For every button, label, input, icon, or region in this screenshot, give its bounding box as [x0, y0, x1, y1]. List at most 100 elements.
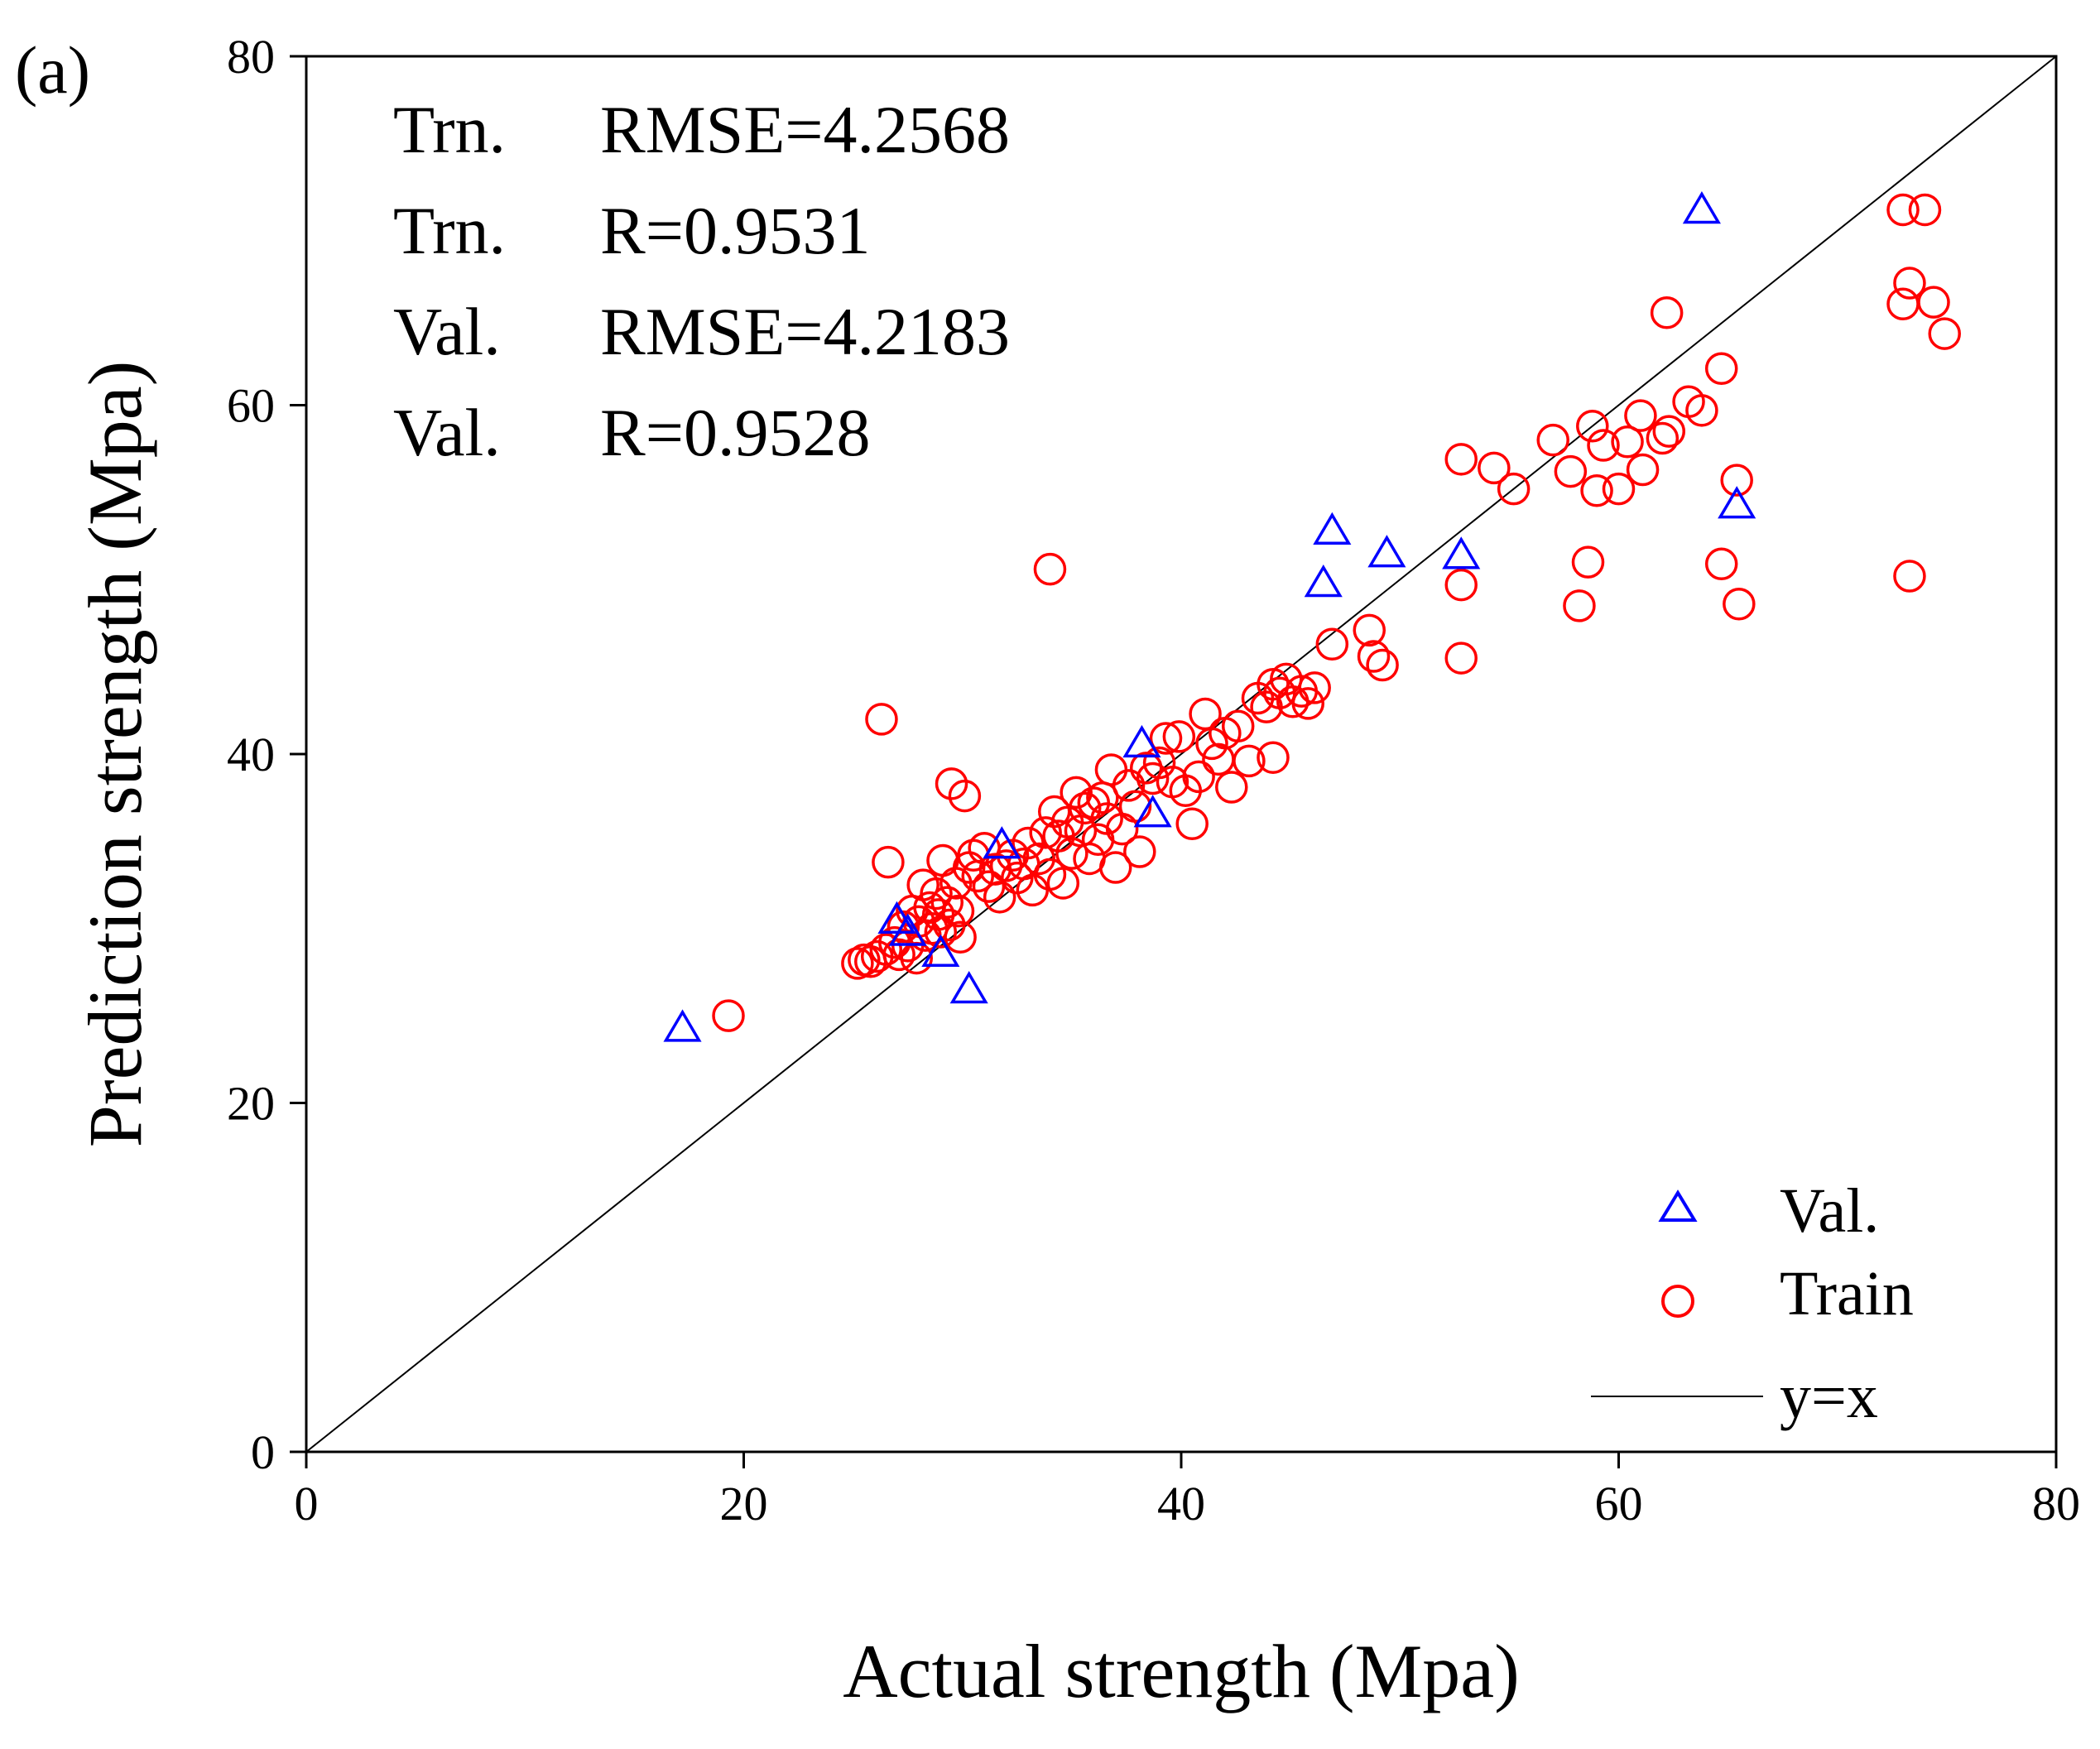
train-point	[1068, 791, 1102, 825]
train-point	[1893, 267, 1926, 300]
train-point	[944, 920, 977, 954]
val-point	[1122, 724, 1161, 758]
train-point	[1136, 762, 1170, 795]
annotation-prefix-3: Val.	[393, 294, 501, 369]
val-point	[1313, 512, 1352, 545]
annotation-prefix-2: Trn.	[393, 193, 506, 268]
train-point	[1118, 790, 1152, 823]
train-point	[930, 886, 964, 919]
train-point	[872, 845, 905, 879]
x-tick-label: 40	[1157, 1477, 1205, 1530]
x-axis-label: Actual strength (Mpa)	[843, 1629, 1520, 1713]
train-point	[1624, 399, 1657, 432]
x-tick-label: 20	[720, 1477, 768, 1530]
train-point	[1602, 472, 1636, 506]
train-point	[1315, 627, 1349, 661]
val-point	[1442, 536, 1481, 569]
train-point	[1189, 697, 1222, 731]
annotation-stat-2: R=0.9531	[600, 193, 870, 268]
annotation-stat-1: RMSE=4.2568	[600, 92, 1010, 167]
train-point	[1233, 744, 1266, 778]
y-axis-label: Prediction strength (Mpa)	[73, 361, 157, 1147]
train-point	[1587, 429, 1620, 462]
train-point	[1928, 317, 1961, 350]
stats-annotation: Trn. RMSE=4.2568 Trn. R=0.9531 Val. RMSE…	[393, 92, 1010, 470]
val-point	[1133, 795, 1172, 828]
train-point	[865, 703, 898, 736]
train-point	[1917, 286, 1950, 319]
train-point	[1055, 837, 1088, 870]
train-point	[1478, 451, 1511, 485]
train-point	[1298, 671, 1331, 704]
train-point	[1685, 394, 1718, 427]
annotation-prefix-4: Val.	[393, 395, 501, 470]
train-point	[1098, 851, 1132, 884]
train-point	[1554, 454, 1588, 488]
train-point	[1571, 545, 1605, 579]
val-point	[983, 826, 1021, 859]
train-point	[1357, 640, 1391, 673]
train-point	[1182, 760, 1215, 794]
y-tick-label: 20	[227, 1077, 275, 1131]
train-point	[1257, 741, 1290, 774]
train-point	[1720, 464, 1753, 497]
val-point	[888, 913, 927, 946]
train-point	[983, 881, 1016, 914]
train-point	[1046, 867, 1080, 900]
annotation-stat-3: RMSE=4.2183	[600, 294, 1010, 369]
train-point	[1646, 421, 1680, 455]
val-point	[949, 971, 988, 1004]
train-point	[1123, 835, 1156, 868]
train-point	[1886, 287, 1920, 321]
y-tick-label: 40	[227, 728, 275, 781]
train-point	[1444, 443, 1478, 476]
train-point	[1611, 425, 1644, 459]
train-point	[1886, 193, 1920, 227]
train-point	[989, 849, 1023, 882]
train-point	[1723, 588, 1756, 621]
x-tick-label: 80	[2032, 1477, 2080, 1530]
val-point	[921, 934, 960, 968]
train-point	[1580, 474, 1613, 507]
train-point	[1149, 722, 1183, 755]
annotation-stat-4: R=0.9528	[600, 395, 870, 470]
train-point	[1444, 568, 1478, 602]
train-point	[1908, 193, 1942, 227]
reference-line-y-equals-x	[305, 55, 2057, 1453]
train-point	[1353, 613, 1386, 647]
panel-label: (a)	[15, 32, 90, 108]
val-point	[1367, 535, 1406, 568]
train-point	[841, 947, 874, 980]
legend: Val. Train y=x	[1591, 1176, 1914, 1431]
train-point	[948, 779, 982, 813]
train-point	[1366, 648, 1399, 682]
train-point	[1033, 552, 1067, 586]
train-point	[1291, 687, 1325, 720]
legend-label-yx: y=x	[1780, 1362, 1878, 1431]
train-point	[1029, 816, 1062, 849]
train-point	[935, 767, 968, 800]
train-point	[712, 999, 745, 1032]
annotation-prefix-1: Trn.	[393, 92, 506, 167]
train-point	[1175, 807, 1209, 841]
legend-triangle-marker	[1658, 1189, 1698, 1222]
x-tick-label: 60	[1595, 1477, 1643, 1530]
y-tick-label: 80	[227, 30, 275, 84]
train-point	[1626, 453, 1660, 487]
train-point	[1094, 753, 1128, 786]
train-point	[1704, 352, 1738, 385]
train-point	[1650, 296, 1684, 329]
train-point	[1536, 423, 1569, 457]
legend-label-train: Train	[1780, 1259, 1914, 1329]
train-point	[1704, 547, 1738, 581]
train-point	[1497, 472, 1531, 506]
y-tick-label: 60	[227, 379, 275, 433]
train-point	[1444, 641, 1478, 675]
train-point	[1652, 415, 1686, 448]
train-point	[1221, 709, 1255, 743]
y-tick-label: 0	[251, 1425, 275, 1479]
val-point	[1304, 565, 1343, 598]
train-point	[1563, 589, 1596, 622]
val-point	[1682, 191, 1721, 224]
